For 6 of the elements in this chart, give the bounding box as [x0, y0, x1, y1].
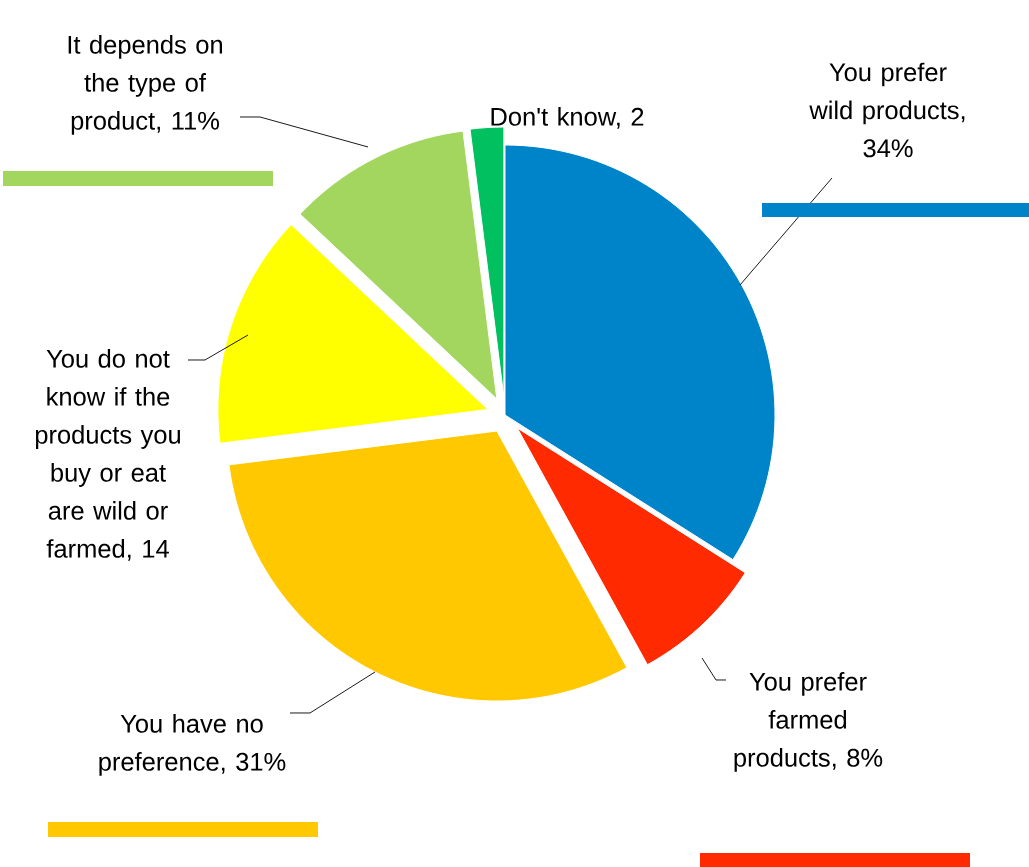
slice-label: You have no preference, 31% — [99, 714, 286, 776]
slice-label: You prefer farmed products, 8% — [734, 672, 883, 772]
slice-label: You prefer wild products, 34% — [809, 62, 965, 158]
slice-label: Don't know, 2 — [491, 107, 644, 129]
slice-label: It depends on the type of product, 11% — [68, 35, 223, 135]
slice-label: You do not know if the products you buy or eat are wild or farmed, 14 — [35, 349, 180, 561]
